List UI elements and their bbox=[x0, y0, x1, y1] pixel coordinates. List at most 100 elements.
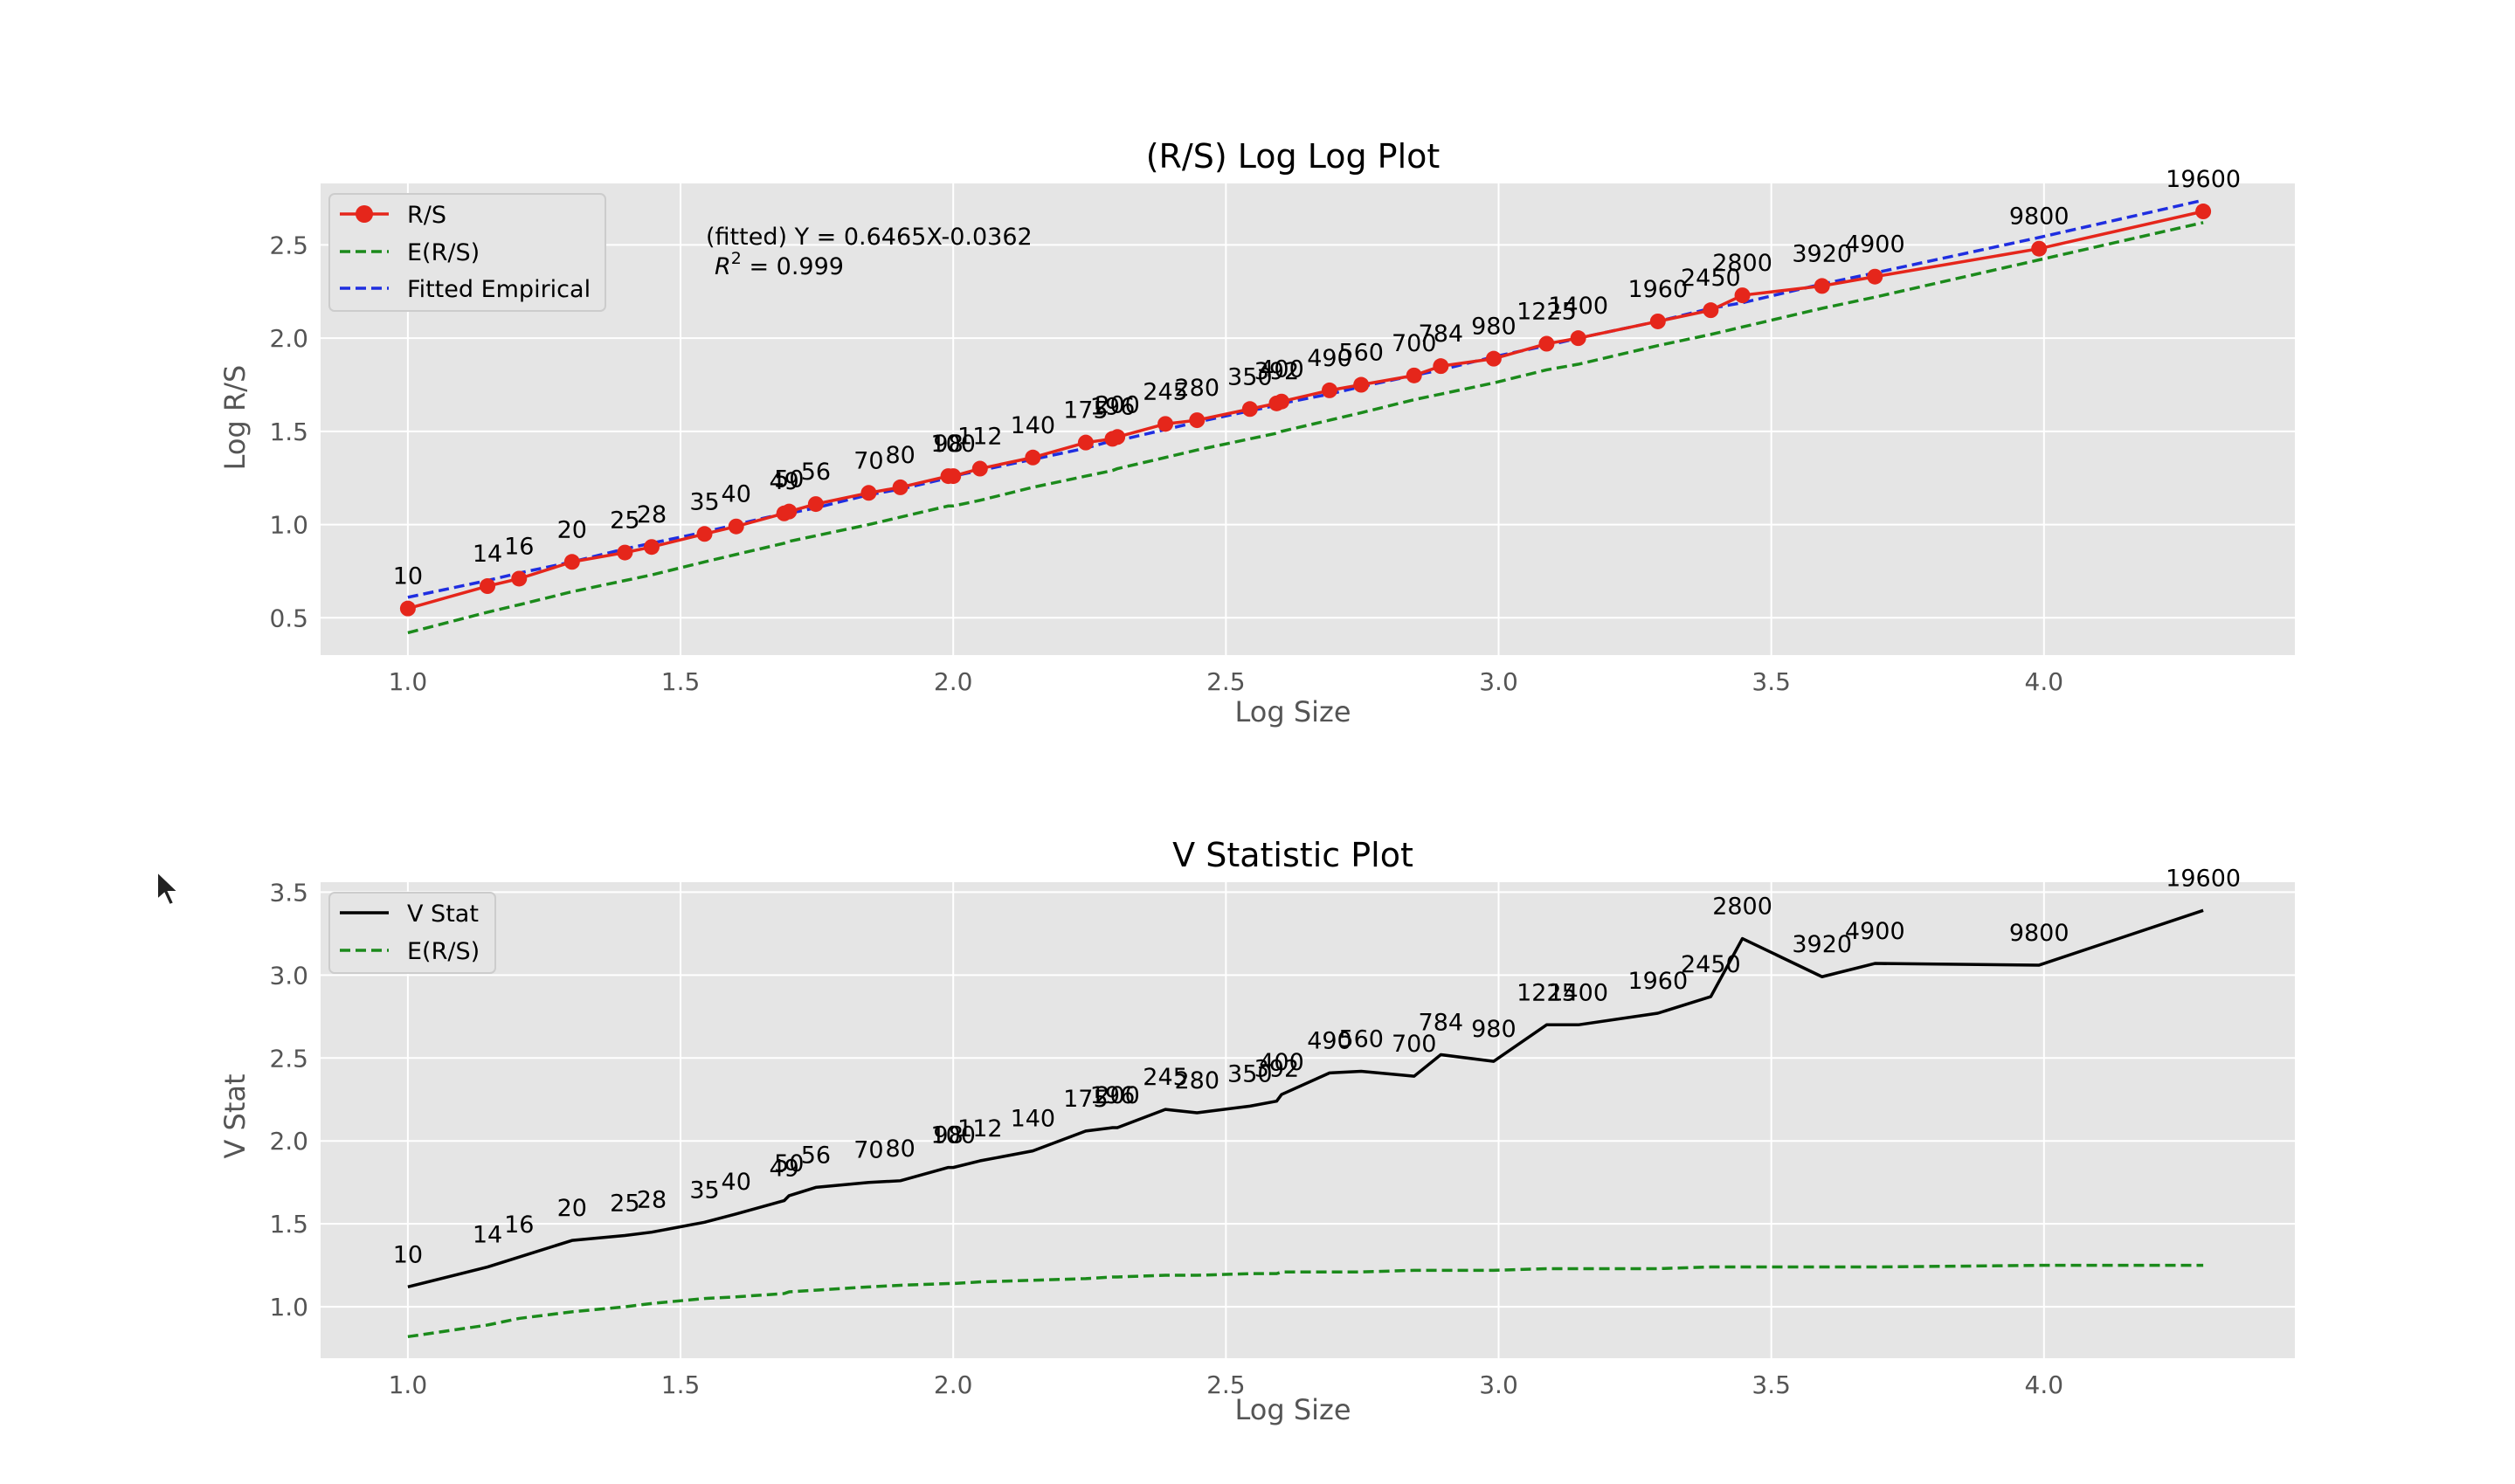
size-label: 4900 bbox=[1845, 918, 1905, 945]
size-label: 700 bbox=[1392, 1031, 1437, 1058]
size-label: 280 bbox=[1174, 1067, 1219, 1094]
size-label: 175 bbox=[1063, 1086, 1109, 1113]
data-point bbox=[1703, 302, 1719, 319]
size-label: 1400 bbox=[1548, 293, 1608, 320]
x-tick-label: 2.5 bbox=[1206, 1370, 1246, 1399]
size-label: 35 bbox=[689, 488, 719, 515]
size-label: 16 bbox=[504, 1211, 534, 1239]
size-label: 10 bbox=[393, 563, 423, 590]
data-point bbox=[1189, 412, 1206, 429]
size-label: 560 bbox=[1338, 1025, 1384, 1053]
size-label: 35 bbox=[689, 1177, 719, 1204]
data-point bbox=[971, 460, 988, 477]
data-point bbox=[1109, 429, 1126, 445]
size-label: 70 bbox=[853, 1137, 883, 1164]
size-label: 784 bbox=[1419, 321, 1464, 348]
size-label: 25 bbox=[610, 507, 639, 535]
x-tick-label: 1.5 bbox=[661, 667, 701, 696]
legend-rs-label: R/S bbox=[407, 202, 446, 229]
size-label: 400 bbox=[1259, 356, 1304, 383]
vstat-panel: 1.0 1.5 2.0 2.5 3.0 3.5 4.01.01.52.02.53.03.5 … bbox=[218, 836, 2295, 1426]
data-point bbox=[892, 479, 909, 495]
data-point bbox=[807, 496, 824, 513]
size-label: 980 bbox=[1471, 314, 1517, 341]
size-label: 350 bbox=[1227, 1060, 1273, 1087]
size-label: 200 bbox=[1095, 391, 1140, 418]
data-point bbox=[696, 526, 713, 542]
data-point bbox=[511, 570, 528, 587]
size-label: 200 bbox=[1095, 1082, 1140, 1109]
mouse-cursor-icon bbox=[156, 870, 181, 907]
size-label: 784 bbox=[1419, 1009, 1464, 1036]
legend-vstat-label: V Stat bbox=[407, 901, 479, 928]
data-point bbox=[1570, 330, 1586, 347]
size-label: 49 bbox=[769, 1156, 798, 1183]
data-point bbox=[1538, 335, 1555, 352]
size-label: 2800 bbox=[1712, 894, 1772, 921]
legend: V Stat E(R/S) bbox=[328, 892, 496, 974]
data-point bbox=[399, 600, 416, 617]
size-label: 16 bbox=[504, 533, 534, 560]
size-label: 28 bbox=[637, 501, 667, 528]
legend-box bbox=[328, 193, 606, 312]
size-label: 245 bbox=[1143, 378, 1188, 405]
data-point bbox=[1274, 393, 1290, 410]
size-label: 56 bbox=[801, 459, 831, 486]
fit-r-squared: R2 = 0.999 bbox=[715, 249, 844, 280]
data-point bbox=[617, 544, 633, 561]
size-label: 112 bbox=[957, 424, 1003, 451]
size-label: 1960 bbox=[1627, 968, 1688, 995]
x-tick-label: 1.5 bbox=[661, 1370, 701, 1399]
size-label: 140 bbox=[1011, 1106, 1056, 1133]
size-label: 98 bbox=[933, 1122, 963, 1149]
x-tick-label: 2.0 bbox=[934, 1370, 973, 1399]
y-axis-label: V Stat bbox=[218, 1073, 252, 1158]
data-point bbox=[1241, 401, 1258, 418]
size-label: 3920 bbox=[1792, 240, 1852, 267]
y-tick-label: 2.0 bbox=[269, 324, 308, 353]
x-tick-label: 3.5 bbox=[1752, 1370, 1791, 1399]
size-label: 56 bbox=[801, 1142, 831, 1169]
data-point bbox=[563, 554, 580, 570]
size-label: 3920 bbox=[1792, 931, 1852, 958]
data-point bbox=[1025, 449, 1041, 466]
size-label: 40 bbox=[722, 1169, 751, 1196]
data-point bbox=[945, 468, 962, 485]
size-label: 10 bbox=[393, 1241, 423, 1268]
y-tick-label: 3.0 bbox=[269, 961, 308, 990]
size-label: 100 bbox=[930, 431, 976, 458]
series-layer bbox=[399, 198, 2212, 635]
y-tick-label: 0.5 bbox=[269, 604, 308, 632]
size-label: 14 bbox=[473, 1222, 502, 1249]
size-label: 1400 bbox=[1548, 979, 1608, 1006]
size-label: 175 bbox=[1063, 397, 1109, 424]
size-label: 700 bbox=[1392, 330, 1437, 357]
y-axis-label: Log R/S bbox=[218, 365, 252, 471]
size-label: 19600 bbox=[2166, 166, 2241, 193]
y-tick-label: 1.5 bbox=[269, 418, 308, 446]
size-label: 9800 bbox=[2009, 920, 2069, 947]
size-label: 280 bbox=[1174, 375, 1219, 402]
chart-title: (R/S) Log Log Plot bbox=[1146, 137, 1441, 176]
x-tick-label: 3.5 bbox=[1752, 667, 1791, 696]
legend-expected-label: E(R/S) bbox=[407, 938, 480, 965]
plot-area bbox=[321, 882, 2295, 1358]
size-label: 245 bbox=[1143, 1064, 1188, 1091]
x-tick-label: 2.5 bbox=[1206, 667, 1246, 696]
data-point bbox=[781, 503, 798, 520]
x-tick-label: 2.0 bbox=[934, 667, 973, 696]
size-label: 70 bbox=[853, 447, 883, 474]
data-point bbox=[1157, 416, 1174, 432]
x-tick-label: 1.0 bbox=[389, 667, 428, 696]
size-label: 490 bbox=[1307, 345, 1352, 372]
size-label: 392 bbox=[1254, 358, 1300, 385]
tick-labels: 1.0 1.5 2.0 2.5 3.0 3.5 4.0 0.5 1.0 1.5 2.0 2.5 bbox=[269, 231, 2063, 696]
y-tick-label: 1.0 bbox=[269, 511, 308, 540]
tick-labels: 1.0 1.5 2.0 2.5 3.0 3.5 4.0 1.0 1.5 2.0 2.5 3.0 3.5 bbox=[269, 878, 2063, 1399]
size-label: 49 bbox=[769, 468, 798, 495]
data-point bbox=[1734, 287, 1751, 304]
x-tick-label: 1.0 bbox=[389, 1370, 428, 1399]
size-label: 25 bbox=[610, 1190, 639, 1217]
rs-loglog-panel: 1.0 1.5 2.0 2.5 3.0 3.5 4.00.51.01.52.02.5 101… bbox=[218, 137, 2295, 728]
